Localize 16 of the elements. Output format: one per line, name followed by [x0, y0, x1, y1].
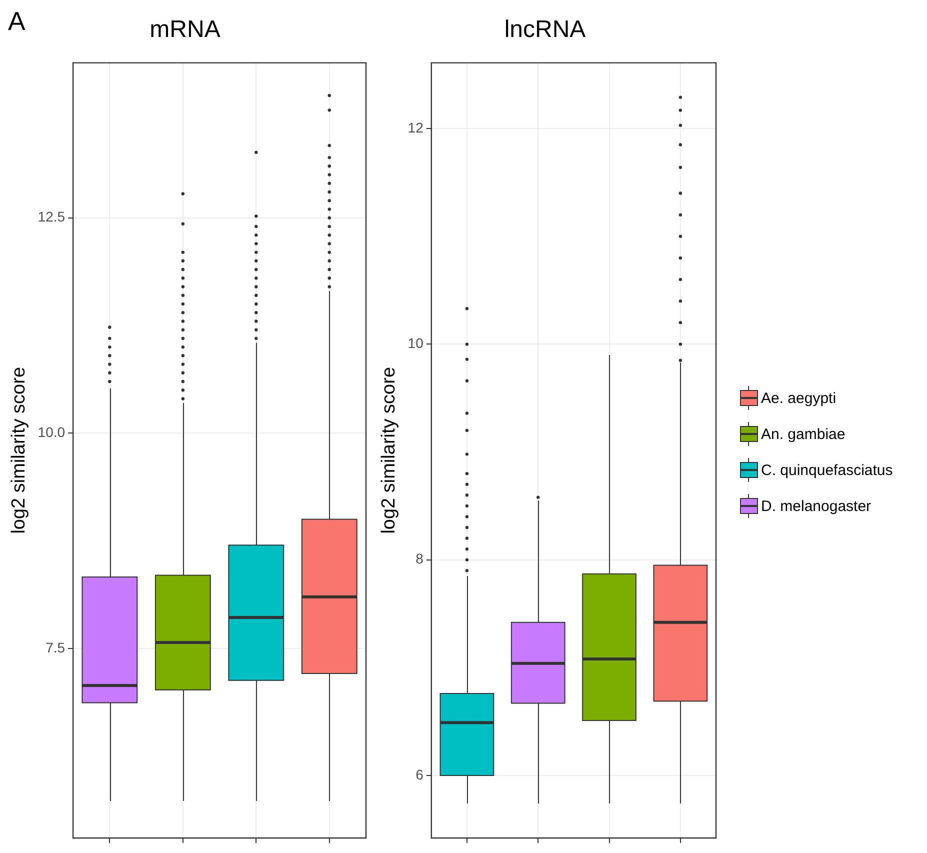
chart-title: mRNA	[150, 16, 220, 44]
legend-label: D. melanogaster	[761, 498, 872, 514]
y-tick-label: 10	[408, 335, 424, 352]
y-axis-title: log2 similarity score	[8, 366, 30, 534]
y-tick-label: 12.5	[38, 208, 66, 225]
chart-title: lncRNA	[504, 16, 586, 44]
y-tick-label: 12	[408, 119, 424, 136]
y-axis-title: log2 similarity score	[378, 366, 400, 534]
y-tick-label: 6	[416, 766, 424, 782]
legend-label: C. quinquefasciatus	[761, 462, 893, 478]
y-tick-label: 8	[416, 550, 424, 567]
legend-label: Ae. aegypti	[761, 390, 836, 406]
legend-label: An. gambiae	[761, 426, 846, 442]
y-tick-label: 10.0	[38, 424, 66, 440]
y-tick-label: 7.5	[46, 639, 66, 656]
text: A	[8, 6, 26, 37]
